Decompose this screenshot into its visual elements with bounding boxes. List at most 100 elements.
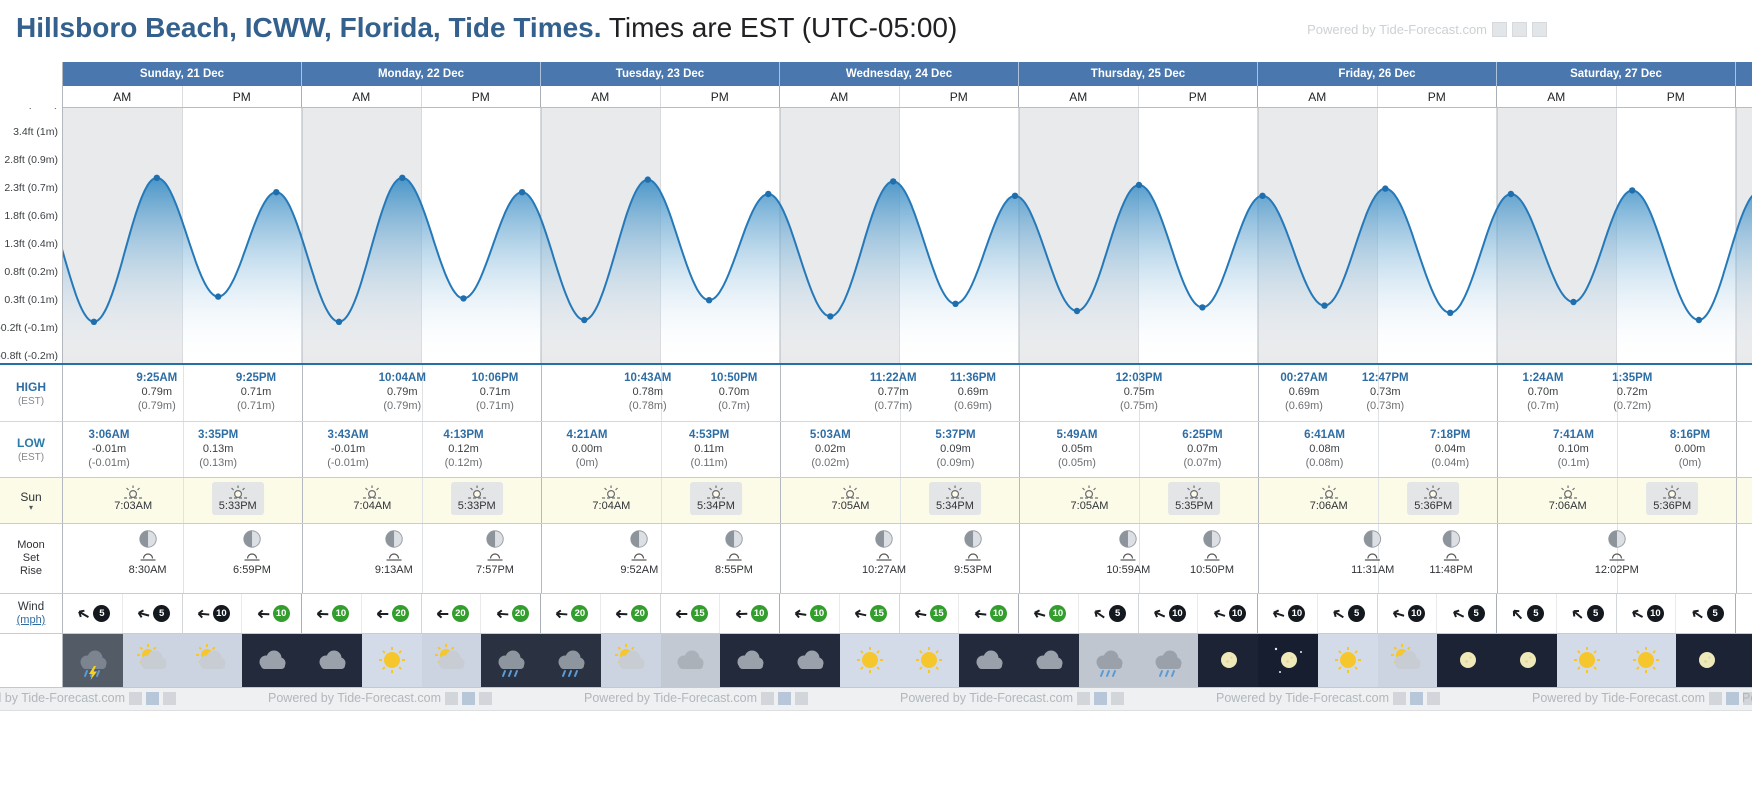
ampm-separator	[1616, 365, 1618, 421]
weather-icon-rain-night	[541, 634, 601, 687]
powered-by-text: Powered by Tide-Forecast.com	[1216, 691, 1389, 705]
powered-by-footer[interactable]: Powered by Tide-Forecast.com	[1742, 691, 1752, 705]
sun-horizon-icon	[1319, 485, 1338, 499]
social-icon[interactable]	[163, 691, 176, 705]
moon-phase-icon	[964, 530, 982, 548]
social-icon[interactable]	[1709, 691, 1722, 705]
tide-height-m: 0.02m	[814, 443, 846, 455]
wind-cell: 15	[840, 594, 900, 633]
wind-direction-arrow	[78, 609, 90, 618]
day-separator	[302, 365, 303, 421]
wind-speed-badge: 10	[1646, 605, 1664, 622]
powered-by-footer[interactable]: Powered by Tide-Forecast.com	[584, 691, 808, 705]
low-tide-entry: 3:35PM 0.13m (0.13m)	[170, 428, 266, 470]
sunrise-time: 7:04AM	[353, 500, 392, 512]
sunset-entry: 5:33PM	[450, 482, 503, 515]
day-separator	[302, 422, 303, 477]
tide-time: 10:06PM	[471, 372, 519, 384]
y-axis-label: 2.8ft (0.9m)	[4, 154, 58, 166]
y-axis-label: 0.8ft (0.2m)	[4, 266, 58, 278]
social-icon[interactable]	[129, 691, 142, 705]
sunset-time: 5:33PM	[457, 500, 496, 512]
powered-by-footer[interactable]: Powered by Tide-Forecast.com	[1216, 691, 1440, 705]
tide-time: 7:41AM	[1553, 429, 1594, 441]
wind-speed-badge: 5	[153, 605, 171, 622]
social-icon[interactable]	[1492, 22, 1507, 37]
social-icon[interactable]	[795, 691, 808, 705]
social-icon[interactable]	[462, 691, 475, 705]
social-icon[interactable]	[1532, 22, 1547, 37]
powered-by-footer[interactable]: Powered by Tide-Forecast.com	[0, 691, 176, 705]
sun-horizon-icon	[841, 485, 860, 499]
wind-cell: 10	[720, 594, 780, 633]
pm-header: PM	[900, 86, 1019, 107]
social-icon[interactable]	[1077, 691, 1090, 705]
social-icon[interactable]	[445, 691, 458, 705]
powered-by-link[interactable]: Powered by Tide-Forecast.com	[1307, 22, 1487, 37]
moon-time: 7:57PM	[476, 564, 514, 576]
day-separator	[1258, 478, 1259, 523]
wind-direction-arrow	[1094, 609, 1105, 618]
moonset-rise-icon	[1365, 553, 1381, 561]
social-icon[interactable]	[1512, 22, 1527, 37]
moon-entry: 11:31AM	[1351, 529, 1394, 576]
social-icon[interactable]	[778, 691, 791, 705]
moon-phase-icon	[243, 530, 261, 548]
social-icon[interactable]	[761, 691, 774, 705]
powered-by-text: Powered by Tide-Forecast.com	[900, 691, 1073, 705]
social-icon[interactable]	[1094, 691, 1107, 705]
moon-phase-icon	[486, 530, 504, 548]
wind-direction-arrow	[1333, 609, 1344, 618]
social-icon[interactable]	[1410, 691, 1423, 705]
social-icon[interactable]	[146, 691, 159, 705]
tide-height-m: 0.70m	[718, 386, 750, 398]
wind-cell: 20	[541, 594, 601, 633]
sunset-time: 5:34PM	[696, 500, 735, 512]
wind-direction-arrow	[1631, 609, 1643, 618]
day-separator	[1019, 365, 1020, 421]
low-tide-entry: 8:16PM 0.00m (0m)	[1642, 428, 1738, 470]
pm-header: PM	[422, 86, 541, 107]
social-icon[interactable]	[1393, 691, 1406, 705]
sunrise-entry: 7:05AM	[825, 482, 877, 515]
powered-by-footer[interactable]: Powered by Tide-Forecast.com	[900, 691, 1124, 705]
wind-speed-badge: 10	[212, 605, 230, 622]
sunrise-time: 7:05AM	[831, 500, 870, 512]
tide-height-alt: (0.07m)	[1183, 457, 1222, 469]
wind-speed-badge: 5	[1467, 605, 1485, 622]
ampm-separator	[182, 422, 184, 477]
social-icon[interactable]	[1743, 691, 1752, 705]
moonset-rise-icon	[1204, 553, 1220, 561]
day-separator	[1258, 422, 1259, 477]
tide-height-m: 0.07m	[1187, 443, 1218, 455]
wind-direction-arrow	[675, 609, 688, 618]
moon-entry: 8:55PM	[715, 529, 753, 576]
am-header: AM	[1497, 86, 1617, 107]
ampm-separator	[1377, 524, 1379, 593]
mph-link[interactable]: (mph)	[16, 614, 46, 626]
moon-phase-icon	[385, 530, 403, 548]
sunset-entry: 5:33PM	[211, 482, 264, 515]
tide-time: 3:43AM	[327, 429, 369, 441]
wind-direction-arrow	[1153, 609, 1166, 618]
social-icon[interactable]	[1111, 691, 1124, 705]
moon-time: 8:55PM	[715, 564, 753, 576]
y-axis-label: 3.4ft (1m)	[13, 126, 58, 138]
wind-speed-badge: 15	[870, 605, 888, 622]
social-icon[interactable]	[1427, 691, 1440, 705]
wind-cell: 10	[183, 594, 243, 633]
wind-direction-arrow	[1691, 609, 1703, 618]
weather-icon-partly-day	[421, 634, 482, 687]
tide-time: 8:16PM	[1669, 429, 1711, 441]
row-label-sun[interactable]: Sun ▾	[0, 477, 63, 523]
tide-time: 5:49AM	[1056, 429, 1098, 441]
powered-by-footer[interactable]: Powered by Tide-Forecast.com	[268, 691, 492, 705]
social-icon[interactable]	[479, 691, 492, 705]
wind-speed-badge: 20	[631, 605, 649, 622]
powered-by-top: Powered by Tide-Forecast.com	[1307, 22, 1547, 37]
social-icon[interactable]	[1726, 691, 1739, 705]
ampm-separator	[660, 478, 662, 523]
powered-by-footer[interactable]: Powered by Tide-Forecast.com	[1532, 691, 1752, 705]
tide-height-m: 0.79m	[386, 386, 418, 398]
tide-time: 5:03AM	[809, 429, 851, 441]
